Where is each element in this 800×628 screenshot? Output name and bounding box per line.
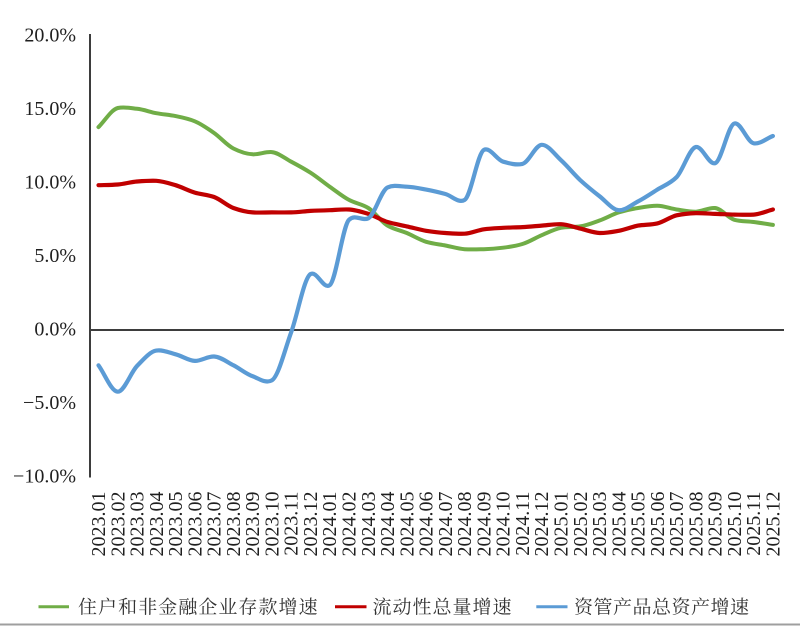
svg-text:20.0%: 20.0% bbox=[24, 25, 76, 47]
svg-text:2024.08: 2024.08 bbox=[454, 492, 476, 557]
svg-text:2025.04: 2025.04 bbox=[608, 492, 630, 557]
svg-text:2023.12: 2023.12 bbox=[300, 492, 322, 557]
svg-text:2024.11: 2024.11 bbox=[512, 492, 534, 556]
svg-text:2025.11: 2025.11 bbox=[743, 492, 765, 556]
svg-text:2025.10: 2025.10 bbox=[724, 492, 746, 557]
svg-text:2024.10: 2024.10 bbox=[493, 492, 515, 557]
svg-text:2024.05: 2024.05 bbox=[396, 492, 418, 557]
svg-text:2023.05: 2023.05 bbox=[165, 492, 187, 557]
svg-text:15.0%: 15.0% bbox=[24, 98, 76, 120]
svg-text:2025.12: 2025.12 bbox=[762, 492, 784, 557]
svg-text:2024.06: 2024.06 bbox=[416, 492, 438, 557]
svg-text:2023.01: 2023.01 bbox=[88, 492, 110, 557]
svg-text:0.0%: 0.0% bbox=[34, 319, 76, 341]
svg-text:2023.08: 2023.08 bbox=[223, 492, 245, 557]
svg-text:2024.09: 2024.09 bbox=[473, 492, 495, 557]
svg-text:2024.01: 2024.01 bbox=[319, 492, 341, 557]
svg-text:2023.10: 2023.10 bbox=[261, 492, 283, 557]
svg-text:−10.0%: −10.0% bbox=[13, 466, 76, 488]
svg-text:−5.0%: −5.0% bbox=[23, 392, 76, 414]
svg-text:2023.03: 2023.03 bbox=[127, 492, 149, 557]
svg-text:2024.12: 2024.12 bbox=[531, 492, 553, 557]
svg-text:2024.04: 2024.04 bbox=[377, 492, 399, 557]
svg-text:10.0%: 10.0% bbox=[24, 172, 76, 194]
svg-text:2023.09: 2023.09 bbox=[242, 492, 264, 557]
svg-text:2025.05: 2025.05 bbox=[628, 492, 650, 557]
svg-text:2025.08: 2025.08 bbox=[685, 492, 707, 557]
svg-text:2023.11: 2023.11 bbox=[281, 492, 303, 556]
svg-text:2025.06: 2025.06 bbox=[647, 492, 669, 557]
svg-text:2023.02: 2023.02 bbox=[107, 492, 129, 557]
svg-text:2023.04: 2023.04 bbox=[146, 492, 168, 557]
svg-text:2025.01: 2025.01 bbox=[551, 492, 573, 557]
svg-text:2024.07: 2024.07 bbox=[435, 492, 457, 557]
svg-text:2025.09: 2025.09 bbox=[705, 492, 727, 557]
svg-text:2024.03: 2024.03 bbox=[358, 492, 380, 557]
svg-text:5.0%: 5.0% bbox=[34, 245, 76, 267]
svg-text:2025.07: 2025.07 bbox=[666, 492, 688, 557]
svg-text:2023.07: 2023.07 bbox=[204, 492, 226, 557]
svg-text:2024.02: 2024.02 bbox=[339, 492, 361, 557]
svg-text:2023.06: 2023.06 bbox=[184, 492, 206, 557]
svg-text:2025.02: 2025.02 bbox=[570, 492, 592, 557]
svg-text:2025.03: 2025.03 bbox=[589, 492, 611, 557]
